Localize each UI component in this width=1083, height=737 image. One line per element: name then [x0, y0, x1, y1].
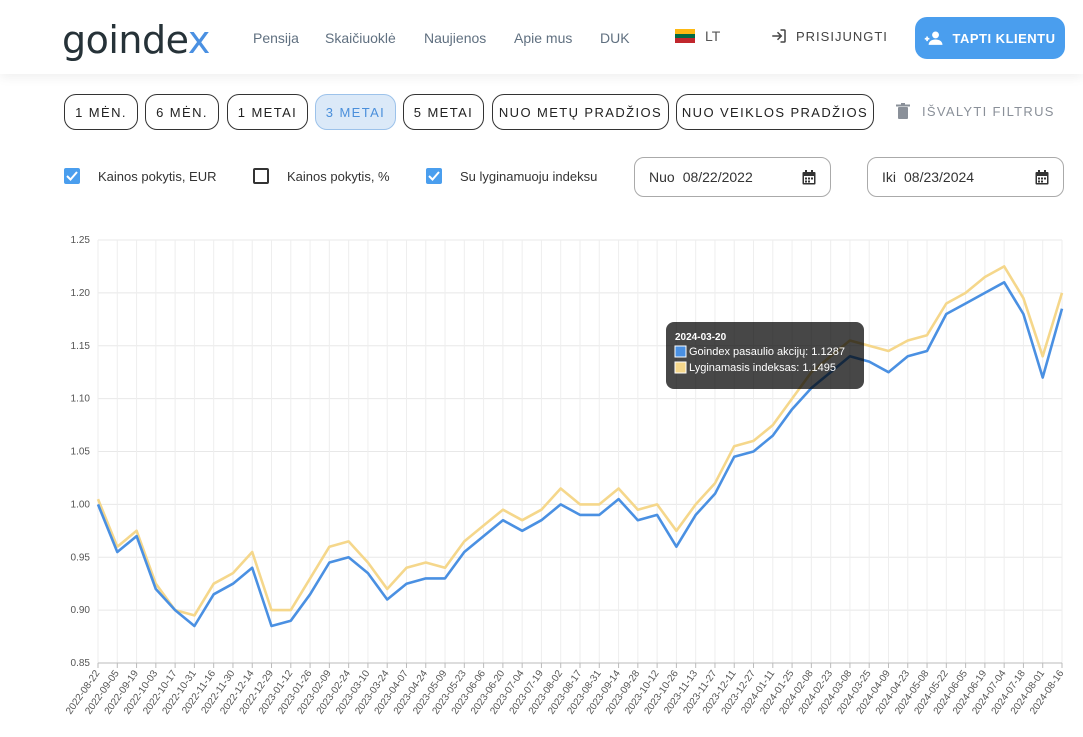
clear-filters-button[interactable]: IŠVALYTI FILTRUS — [896, 103, 1055, 119]
login-icon — [772, 29, 786, 43]
chart-tooltip — [666, 322, 864, 389]
y-tick-label: 1.05 — [71, 447, 91, 458]
checkbox-checked-icon[interactable] — [426, 168, 442, 184]
checkbox-price-change-percent[interactable]: Kainos pokytis, % — [253, 168, 390, 184]
date-to-value: 08/23/2024 — [904, 169, 975, 185]
nav-naujienos[interactable]: Naujienos — [424, 30, 487, 46]
tooltip-date: 2024-03-20 — [675, 332, 727, 343]
period-ytd-button[interactable]: NUO METŲ PRADŽIOS — [492, 94, 669, 130]
become-client-label: TAPTI KLIENTU — [952, 30, 1056, 46]
add-user-icon — [925, 31, 943, 45]
checkbox-label: Kainos pokytis, % — [287, 168, 390, 184]
date-from-value: 08/22/2022 — [682, 169, 753, 185]
checkbox-with-benchmark[interactable]: Su lyginamuoju indeksu — [426, 168, 597, 184]
date-to-label: Iki — [882, 169, 896, 185]
date-from-label: Nuo — [649, 169, 675, 185]
y-tick-label: 1.20 — [71, 288, 91, 299]
period-3-years-button[interactable]: 3 METAI — [315, 94, 396, 130]
tooltip-item: Goindex pasaulio akcijų: 1.1287 — [689, 346, 845, 358]
series-line-goindex — [96, 280, 1064, 628]
language-selector[interactable]: LT — [675, 28, 720, 44]
calendar-icon[interactable] — [802, 169, 816, 185]
login-label: PRISIJUNGTI — [796, 28, 888, 44]
clear-filters-label: IŠVALYTI FILTRUS — [922, 103, 1055, 119]
date-from-field[interactable]: Nuo 08/22/2022 — [634, 157, 831, 197]
nav-duk[interactable]: DUK — [600, 30, 630, 46]
period-6-months-button[interactable]: 6 MĖN. — [145, 94, 219, 130]
checkbox-checked-icon[interactable] — [64, 168, 80, 184]
y-tick-label: 1.15 — [71, 341, 91, 352]
series-line-benchmark — [96, 265, 1064, 617]
y-tick-label: 0.85 — [71, 658, 91, 669]
tooltip-swatch — [674, 361, 687, 374]
calendar-icon[interactable] — [1035, 169, 1049, 185]
y-tick-label: 0.95 — [71, 552, 91, 563]
site-header: goindex Pensija Skaičiuoklė Naujienos Ap… — [0, 0, 1083, 74]
period-1-month-button[interactable]: 1 MĖN. — [64, 94, 138, 130]
checkbox-unchecked-icon[interactable] — [253, 168, 269, 184]
y-tick-label: 1.00 — [71, 499, 91, 510]
language-label: LT — [705, 28, 721, 44]
period-1-year-button[interactable]: 1 METAI — [227, 94, 308, 130]
y-tick-label: 0.90 — [71, 605, 91, 616]
nav-pensija[interactable]: Pensija — [253, 30, 299, 46]
price-chart[interactable]: 1.251.201.151.101.051.000.950.900.852022… — [0, 225, 1083, 737]
lithuania-flag-icon — [675, 29, 695, 44]
become-client-button[interactable]: TAPTI KLIENTU — [915, 17, 1065, 59]
nav-apie-mus[interactable]: Apie mus — [514, 30, 573, 46]
goindex-logo[interactable]: goindex — [62, 18, 210, 62]
tooltip-item: Lyginamasis indeksas: 1.1495 — [689, 362, 836, 374]
checkbox-label: Kainos pokytis, EUR — [98, 168, 217, 184]
trash-icon — [896, 103, 910, 119]
period-5-years-button[interactable]: 5 METAI — [403, 94, 484, 130]
y-tick-label: 1.25 — [71, 235, 91, 246]
period-since-inception-button[interactable]: NUO VEIKLOS PRADŽIOS — [676, 94, 874, 130]
tooltip-swatch — [674, 345, 687, 358]
date-to-field[interactable]: Iki 08/23/2024 — [867, 157, 1064, 197]
login-button[interactable]: PRISIJUNGTI — [770, 27, 888, 45]
nav-skaiciuokle[interactable]: Skaičiuoklė — [325, 30, 396, 46]
checkbox-label: Su lyginamuoju indeksu — [460, 168, 598, 184]
checkbox-price-change-eur[interactable]: Kainos pokytis, EUR — [64, 168, 217, 184]
y-tick-label: 1.10 — [71, 394, 91, 405]
